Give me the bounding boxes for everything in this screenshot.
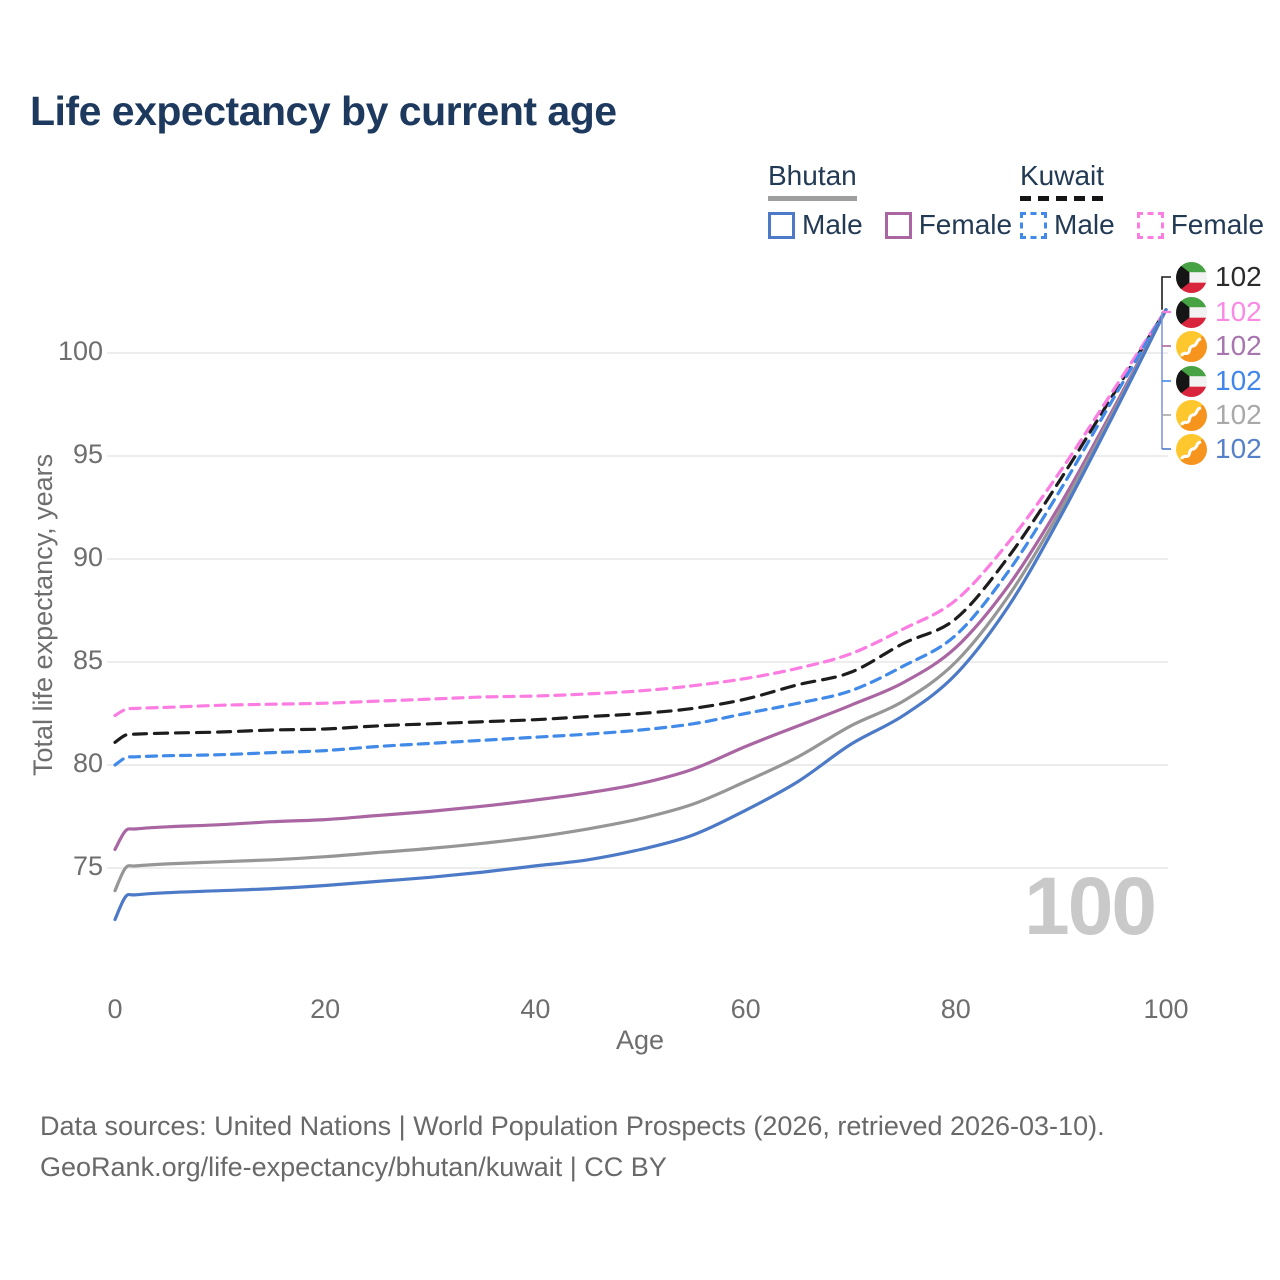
x-tick-100: 100 (1143, 994, 1189, 1024)
legend-item-label: Female (1170, 209, 1265, 240)
x-axis-title: Age (615, 1025, 665, 1055)
legend-country-label[interactable]: Bhutan (768, 160, 857, 191)
footer: Data sources: United Nations | World Pop… (40, 1106, 1105, 1188)
connector-kuwait-all (1161, 276, 1171, 310)
x-tick-20: 20 (310, 994, 341, 1024)
end-label-kuwait-female[interactable]: 102 (1176, 295, 1262, 329)
legend-country-underline (768, 196, 857, 201)
end-label-bhutan-female[interactable]: 102 (1176, 329, 1262, 363)
kuwait-flag-icon (1176, 365, 1207, 397)
age-watermark: 100 (1024, 861, 1157, 952)
footer-url: GeoRank.org/life-expectancy/bhutan/kuwai… (40, 1152, 667, 1182)
legend-item-label: Male (802, 209, 863, 240)
legend-swatch (884, 211, 912, 239)
end-label-value: 102 (1215, 399, 1262, 430)
y-tick-85: 85 (72, 645, 103, 675)
bhutan-flag-icon (1176, 330, 1207, 362)
footer-sources: Data sources: United Nations | World Pop… (40, 1111, 1105, 1141)
y-tick-100: 100 (57, 336, 103, 366)
y-tick-75: 75 (72, 851, 103, 881)
end-label-value: 102 (1215, 330, 1262, 361)
y-tick-80: 80 (72, 748, 103, 778)
end-label-value: 102 (1215, 261, 1262, 292)
series-line-kuwait-female[interactable] (113, 308, 1168, 718)
series-line-bhutan-male[interactable] (113, 308, 1168, 922)
x-tick-0: 0 (107, 994, 123, 1024)
legend-group-bhutan: Bhutan Male Female (768, 160, 1012, 241)
legend-item-label: Female (918, 209, 1013, 240)
legend-item-bhutan-female[interactable]: Female (884, 209, 1013, 241)
end-label-bhutan-all[interactable]: 102 (1176, 398, 1262, 432)
x-tick-80: 80 (940, 994, 971, 1024)
legend-item-kuwait-female[interactable]: Female (1136, 209, 1265, 241)
legend-swatch (1020, 211, 1047, 239)
kuwait-flag-icon (1176, 261, 1207, 293)
x-tick-40: 40 (520, 994, 551, 1024)
series-line-kuwait-all[interactable] (113, 308, 1168, 744)
series-line-bhutan-female[interactable] (113, 308, 1168, 852)
x-tick-60: 60 (730, 994, 761, 1024)
legend-swatch (768, 211, 795, 239)
end-label-value: 102 (1215, 296, 1262, 327)
series-line-bhutan-all[interactable] (113, 308, 1168, 893)
page-title: Life expectancy by current age (30, 88, 617, 134)
legend-group-kuwait: Kuwait Male Female (1020, 160, 1264, 241)
kuwait-flag-icon (1176, 296, 1207, 328)
legend-country-label[interactable]: Kuwait (1020, 160, 1105, 191)
legend-item-label: Male (1054, 209, 1115, 240)
y-tick-95: 95 (72, 439, 103, 469)
end-label-kuwait-all[interactable]: 102 (1176, 260, 1262, 294)
legend-item-bhutan-male[interactable]: Male (768, 209, 863, 241)
legend-swatch (1136, 211, 1164, 239)
series-line-kuwait-male[interactable] (113, 308, 1168, 767)
legend-country-underline (1020, 196, 1104, 201)
bhutan-flag-icon (1176, 399, 1207, 431)
legend-item-kuwait-male[interactable]: Male (1020, 209, 1115, 241)
end-label-value: 102 (1215, 365, 1262, 396)
end-label-value: 102 (1215, 433, 1262, 464)
end-label-kuwait-male[interactable]: 102 (1176, 364, 1262, 398)
bhutan-flag-icon (1176, 433, 1207, 465)
y-tick-90: 90 (72, 542, 103, 572)
end-label-bhutan-male[interactable]: 102 (1176, 432, 1262, 466)
